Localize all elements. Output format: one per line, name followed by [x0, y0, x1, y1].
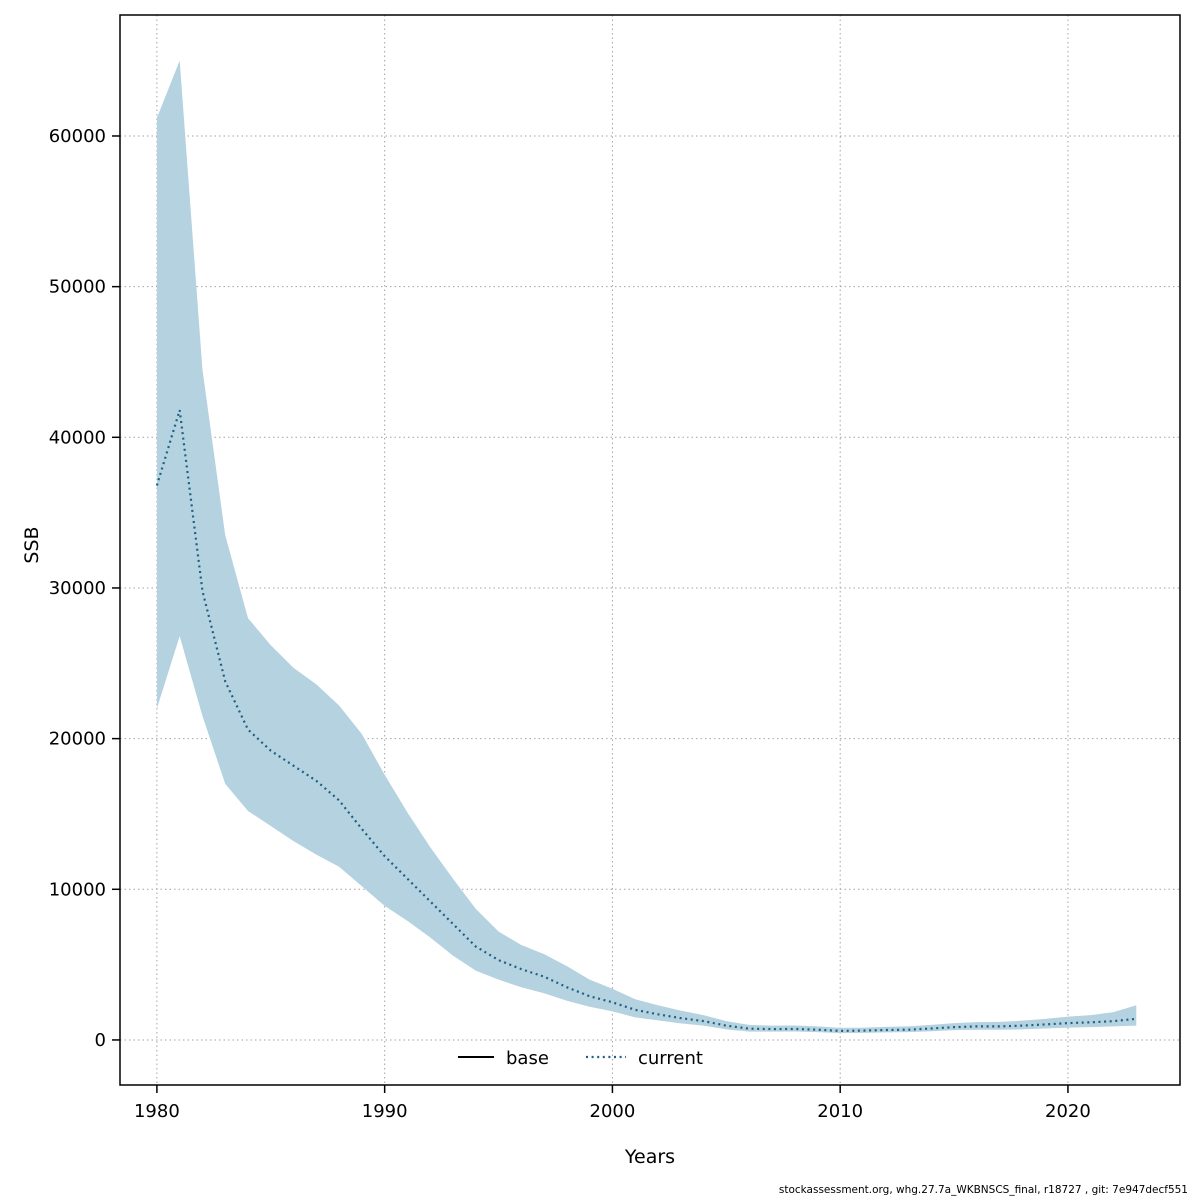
x-tick-label: 2020: [1045, 1101, 1091, 1122]
y-tick-label: 60000: [49, 126, 106, 147]
axes: 1980 1990 2000 2010 2020 0 10000 20000 30000 4000…: [49, 126, 1091, 1122]
x-tick-label: 1980: [134, 1101, 180, 1122]
y-tick-label: 10000: [49, 879, 106, 900]
x-tick-label: 1990: [362, 1101, 408, 1122]
y-axis-label: SSB: [21, 526, 43, 563]
y-tick-label: 50000: [49, 277, 106, 298]
x-tick-label: 2010: [817, 1101, 863, 1122]
footer-caption: stockassessment.org, whg.27.7a_WKBNSCS_f…: [779, 1184, 1188, 1196]
confidence-band-polygon: [156, 60, 1137, 1034]
x-axis-label: Years: [624, 1146, 675, 1168]
y-tick-label: 0: [95, 1030, 106, 1051]
x-tick-label: 2000: [590, 1101, 636, 1122]
y-tick-label: 40000: [49, 427, 106, 448]
legend-label-base: base: [506, 1048, 549, 1069]
gridlines: [120, 15, 1180, 1085]
current-series-line: [155, 409, 1137, 1033]
legend: base current: [458, 1048, 703, 1069]
y-tick-label: 20000: [49, 729, 106, 750]
confidence-band: [156, 60, 1137, 1034]
legend-label-current: current: [638, 1048, 703, 1069]
y-tick-label: 30000: [49, 578, 106, 599]
current-line-path: [155, 409, 1137, 1033]
plot-border: [119, 14, 1181, 1086]
